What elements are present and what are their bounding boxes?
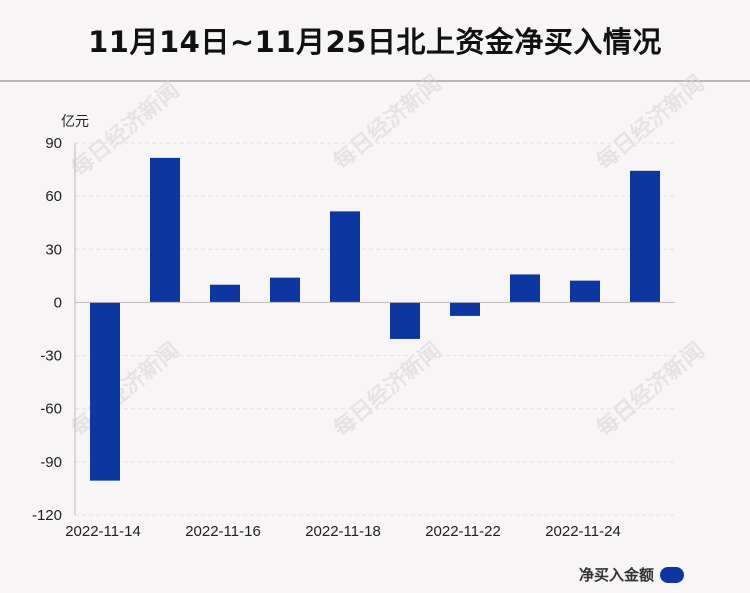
bar <box>90 302 120 481</box>
watermark-text: 每日经济新闻 <box>592 337 710 442</box>
y-tick-label: -30 <box>40 348 62 365</box>
y-tick-label: 90 <box>45 135 62 152</box>
watermark-text: 每日经济新闻 <box>67 337 185 442</box>
bar <box>210 284 240 303</box>
watermark-text: 每日经济新闻 <box>329 70 447 175</box>
title-divider <box>0 80 750 82</box>
x-tick-label: 2022-11-18 <box>305 523 381 540</box>
chart-title: 11月14日~11月25日北上资金净买入情况 <box>88 25 662 59</box>
bar <box>570 280 600 303</box>
y-axis-unit: 亿元 <box>61 114 89 130</box>
y-tick-label: -60 <box>40 401 62 418</box>
bar <box>390 302 420 339</box>
x-tick-label: 2022-11-22 <box>425 523 501 540</box>
legend-swatch <box>660 566 684 583</box>
x-tick-label: 2022-11-14 <box>65 523 141 540</box>
y-tick-label: 0 <box>54 294 62 311</box>
watermark-text: 每日经济新闻 <box>329 337 447 442</box>
x-tick-label: 2022-11-24 <box>545 523 621 540</box>
y-tick-label: -90 <box>40 454 62 471</box>
x-tick-label: 2022-11-16 <box>185 523 261 540</box>
bar <box>150 157 180 303</box>
legend: 净买入金额 <box>579 564 684 585</box>
y-tick-label: 30 <box>45 241 62 258</box>
bar <box>450 302 480 316</box>
bar <box>630 170 660 303</box>
legend-label: 净买入金额 <box>578 566 654 584</box>
y-tick-label: 60 <box>45 188 62 205</box>
bar <box>510 274 540 303</box>
y-tick-label: -120 <box>32 507 62 524</box>
bar <box>330 211 360 303</box>
watermark-text: 每日经济新闻 <box>592 70 710 175</box>
bar <box>270 277 300 303</box>
